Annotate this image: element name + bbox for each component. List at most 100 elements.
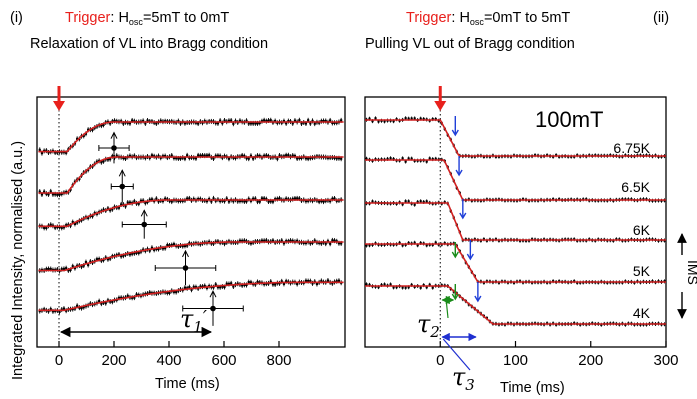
panel-left-data-point — [254, 283, 257, 286]
panel-right-blue-marker-head — [474, 295, 482, 303]
panel-left-data-point — [285, 197, 288, 200]
panel-left-subtitle: Relaxation of VL into Bragg condition — [30, 36, 268, 52]
panel-left-data-point — [111, 208, 114, 211]
panel-left-data-point — [69, 224, 72, 227]
panel-left-data-point — [109, 300, 112, 303]
panel-right-x-tick-label: 300 — [653, 352, 678, 369]
panel-left-data-point — [276, 197, 279, 201]
panel-left-data-point — [227, 119, 231, 122]
panel-left-data-point — [181, 199, 184, 202]
panel-left-marker — [182, 265, 189, 271]
panel-left-data-point — [40, 193, 44, 196]
panel-left-data-point — [331, 239, 334, 242]
panel-left-data-point — [197, 122, 200, 125]
panel-left-data-point — [133, 200, 136, 203]
panel-left-data-point — [298, 156, 301, 160]
panel-left-data-point — [161, 247, 165, 250]
panel-left-data-point — [333, 156, 336, 159]
panel-left-data-point — [214, 283, 217, 286]
panel-left-data-point — [166, 291, 169, 294]
panel-left-data-point — [241, 154, 244, 157]
panel-left-data-point — [214, 121, 217, 125]
panel-left-data-point — [135, 251, 138, 254]
panel-left-data-point — [128, 154, 132, 158]
panel-left-x-tick-label: 800 — [266, 352, 291, 369]
panel-left-marker — [210, 305, 216, 312]
panel-right-x-axis-label: Time (ms) — [500, 380, 565, 396]
panel-left-data-point — [260, 197, 264, 200]
panel-left-data-point — [109, 122, 112, 125]
panel-left-data-point — [304, 279, 308, 282]
ims-indicator: IMS — [677, 233, 697, 319]
panel-left-data-point — [155, 122, 158, 125]
panel-left-data-point — [311, 282, 314, 285]
panel-left-data-point — [84, 261, 88, 264]
panel-right-data-point — [365, 283, 368, 286]
panel-right-fit-line — [365, 243, 666, 283]
panel-left-marker-yerr-arrow — [118, 169, 126, 177]
panel-right-data-point — [365, 157, 368, 160]
panel-left-data-point — [267, 119, 270, 122]
panel-left-data-point — [232, 285, 235, 288]
panel-left-data-point — [80, 307, 83, 310]
panel-right-data-point — [374, 117, 377, 120]
panel-left-data-point — [51, 310, 55, 313]
panel-left-data-point — [164, 154, 167, 158]
panel-right-fit-line — [365, 202, 666, 241]
panel-left-trigger-sub: osc — [129, 17, 144, 27]
panel-left-data-point — [337, 279, 341, 282]
panel-left-data-point — [254, 122, 257, 125]
panel-left-data-point — [296, 197, 299, 200]
panel-left-data-point — [260, 239, 264, 242]
panel-left-data-point — [274, 283, 277, 286]
panel-right-data-point — [368, 244, 371, 247]
panel-left-data-point — [131, 119, 134, 122]
panel-left-data-point — [56, 268, 59, 271]
panel-right-data-point — [392, 120, 395, 123]
panel-right-green-marker-head — [451, 293, 459, 301]
panel-left-data-point — [285, 154, 288, 157]
panel-left-data-point — [128, 201, 132, 204]
panel-left-data-point — [183, 157, 187, 160]
panel-left-data-point — [117, 253, 121, 256]
panel-left-data-point — [157, 154, 160, 158]
panel-left-data-point — [296, 157, 299, 160]
panel-right-data-point — [419, 200, 422, 203]
panel-left-data-point — [164, 247, 167, 250]
panel-left-marker — [111, 145, 117, 151]
panel-left-marker-yerr-arrow — [209, 290, 217, 298]
panel-left-x-axis-label: Time (ms) — [155, 376, 220, 392]
panel-left-data-point — [203, 154, 206, 157]
panel-right-trigger-word: Trigger — [406, 10, 452, 26]
panel-left-data-point — [245, 283, 248, 287]
panel-right-data-point — [413, 203, 416, 206]
panel-left-data-point — [60, 226, 63, 229]
panel-left-data-point — [120, 296, 123, 299]
panel-right-data-point — [401, 203, 404, 206]
panel-left-data-point — [49, 308, 52, 311]
panel-left-data-point — [267, 200, 270, 203]
panel-left-data-point — [109, 257, 112, 260]
panel-left-data-point — [45, 149, 48, 152]
panel-left-data-point — [188, 286, 191, 289]
panel-left-data-point — [263, 154, 266, 157]
panel-left-data-point — [115, 154, 118, 157]
panel-left-data-point — [265, 120, 268, 123]
panel-left-data-point — [201, 154, 204, 157]
tau3-subscript: 3 — [465, 376, 475, 394]
panel-right-data-point — [392, 286, 395, 289]
panel-left-data-point — [91, 215, 94, 218]
panel-right-fit-line — [365, 285, 666, 325]
panel-left-data-point — [258, 200, 261, 203]
panel-left-data-point — [100, 259, 103, 262]
panel-left-data-point — [73, 222, 77, 225]
panel-left-data-point — [109, 158, 112, 161]
panel-right-data-point — [434, 118, 437, 121]
panel-left-data-point — [54, 151, 57, 154]
panel-left-data-point — [302, 241, 305, 244]
panel-left-data-point — [212, 242, 215, 245]
panel-left-data-point — [313, 239, 316, 242]
panel-right-data-point — [392, 157, 395, 161]
panel-left-data-point — [155, 197, 158, 200]
panel-left-data-point — [133, 154, 136, 157]
